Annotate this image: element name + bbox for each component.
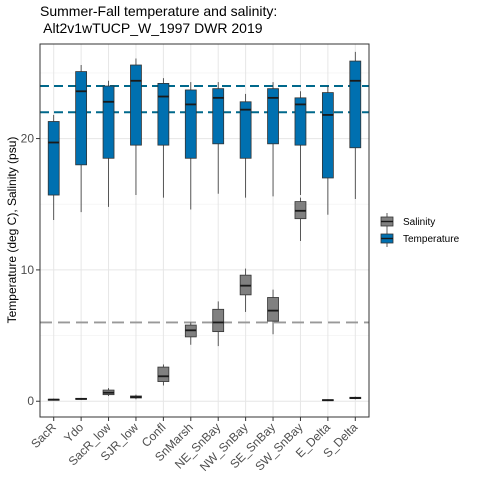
legend-label: Salinity bbox=[403, 217, 435, 228]
box-salinity-S_Delta bbox=[349, 396, 362, 400]
box-temperature-SacR_low bbox=[102, 80, 115, 207]
box-body bbox=[239, 101, 252, 159]
legend-label: Temperature bbox=[403, 234, 460, 245]
legend-item-temperature: Temperature bbox=[380, 230, 460, 247]
y-tick-label: 20 bbox=[21, 132, 35, 146]
box-temperature-NE_SnBay bbox=[212, 82, 225, 194]
box-body bbox=[294, 97, 307, 146]
plot-panel-border bbox=[39, 43, 370, 418]
legend-item-salinity: Salinity bbox=[380, 213, 435, 230]
y-axis-title: Temperature (deg C), Salinity (psu) bbox=[5, 137, 19, 324]
box-body bbox=[47, 121, 60, 196]
x-tick-label: SacR bbox=[28, 420, 59, 451]
box-temperature-NW_SnBay bbox=[239, 93, 252, 198]
box-body bbox=[75, 71, 88, 166]
box-salinity-SE_SnBay bbox=[267, 289, 279, 335]
y-tick-label: 10 bbox=[21, 263, 35, 277]
box-body bbox=[184, 89, 197, 159]
box-temperature-Confl bbox=[157, 78, 170, 198]
box-body bbox=[157, 366, 170, 382]
box-salinity-SacR_low bbox=[102, 388, 115, 396]
box-temperature-SW_SnBay bbox=[294, 91, 307, 196]
box-marks bbox=[47, 51, 362, 402]
plot-area bbox=[40, 44, 369, 417]
plot-background bbox=[40, 44, 369, 417]
box-body bbox=[157, 83, 170, 146]
box-salinity-SnMarsh bbox=[184, 322, 197, 345]
chart-title-line-2: Alt2v1wTUCP_W_1997 DWR 2019 bbox=[40, 20, 263, 36]
box-body bbox=[349, 60, 362, 149]
box-salinity-NW_SnBay bbox=[239, 268, 252, 312]
box-temperature-SJR_low bbox=[130, 58, 142, 196]
box-salinity-NE_SnBay bbox=[212, 301, 225, 347]
box-body bbox=[267, 297, 279, 322]
y-tick-label: 0 bbox=[27, 394, 34, 408]
box-salinity-Confl bbox=[157, 364, 170, 386]
legend: Salinity Temperature bbox=[380, 213, 460, 247]
box-temperature-SnMarsh bbox=[184, 82, 197, 210]
box-temperature-SE_SnBay bbox=[267, 82, 279, 197]
box-salinity-E_Delta bbox=[321, 399, 334, 402]
box-salinity-SW_SnBay bbox=[294, 197, 307, 242]
reference-lines bbox=[40, 85, 369, 324]
box-body bbox=[212, 308, 225, 333]
y-axis: 0 10 20 bbox=[21, 132, 40, 408]
box-body bbox=[321, 92, 334, 179]
x-axis: SacR YdoSacR_lowSJR_lowConflSnMarshNE_SnB… bbox=[28, 417, 361, 474]
box-temperature-S_Delta bbox=[349, 51, 362, 199]
box-salinity-SacR bbox=[47, 398, 60, 401]
box-body bbox=[102, 85, 115, 159]
box-temperature-SacR bbox=[47, 114, 60, 220]
box-body bbox=[130, 64, 142, 146]
box-body bbox=[212, 88, 225, 145]
chart-title-line-1: Summer-Fall temperature and salinity: bbox=[40, 3, 277, 19]
box-salinity-SJR_low bbox=[130, 394, 142, 400]
box-temperature-E_Delta bbox=[321, 86, 334, 215]
box-salinity-Ydo bbox=[75, 397, 88, 400]
box-temperature-Ydo bbox=[75, 65, 88, 213]
box-body bbox=[267, 88, 279, 145]
